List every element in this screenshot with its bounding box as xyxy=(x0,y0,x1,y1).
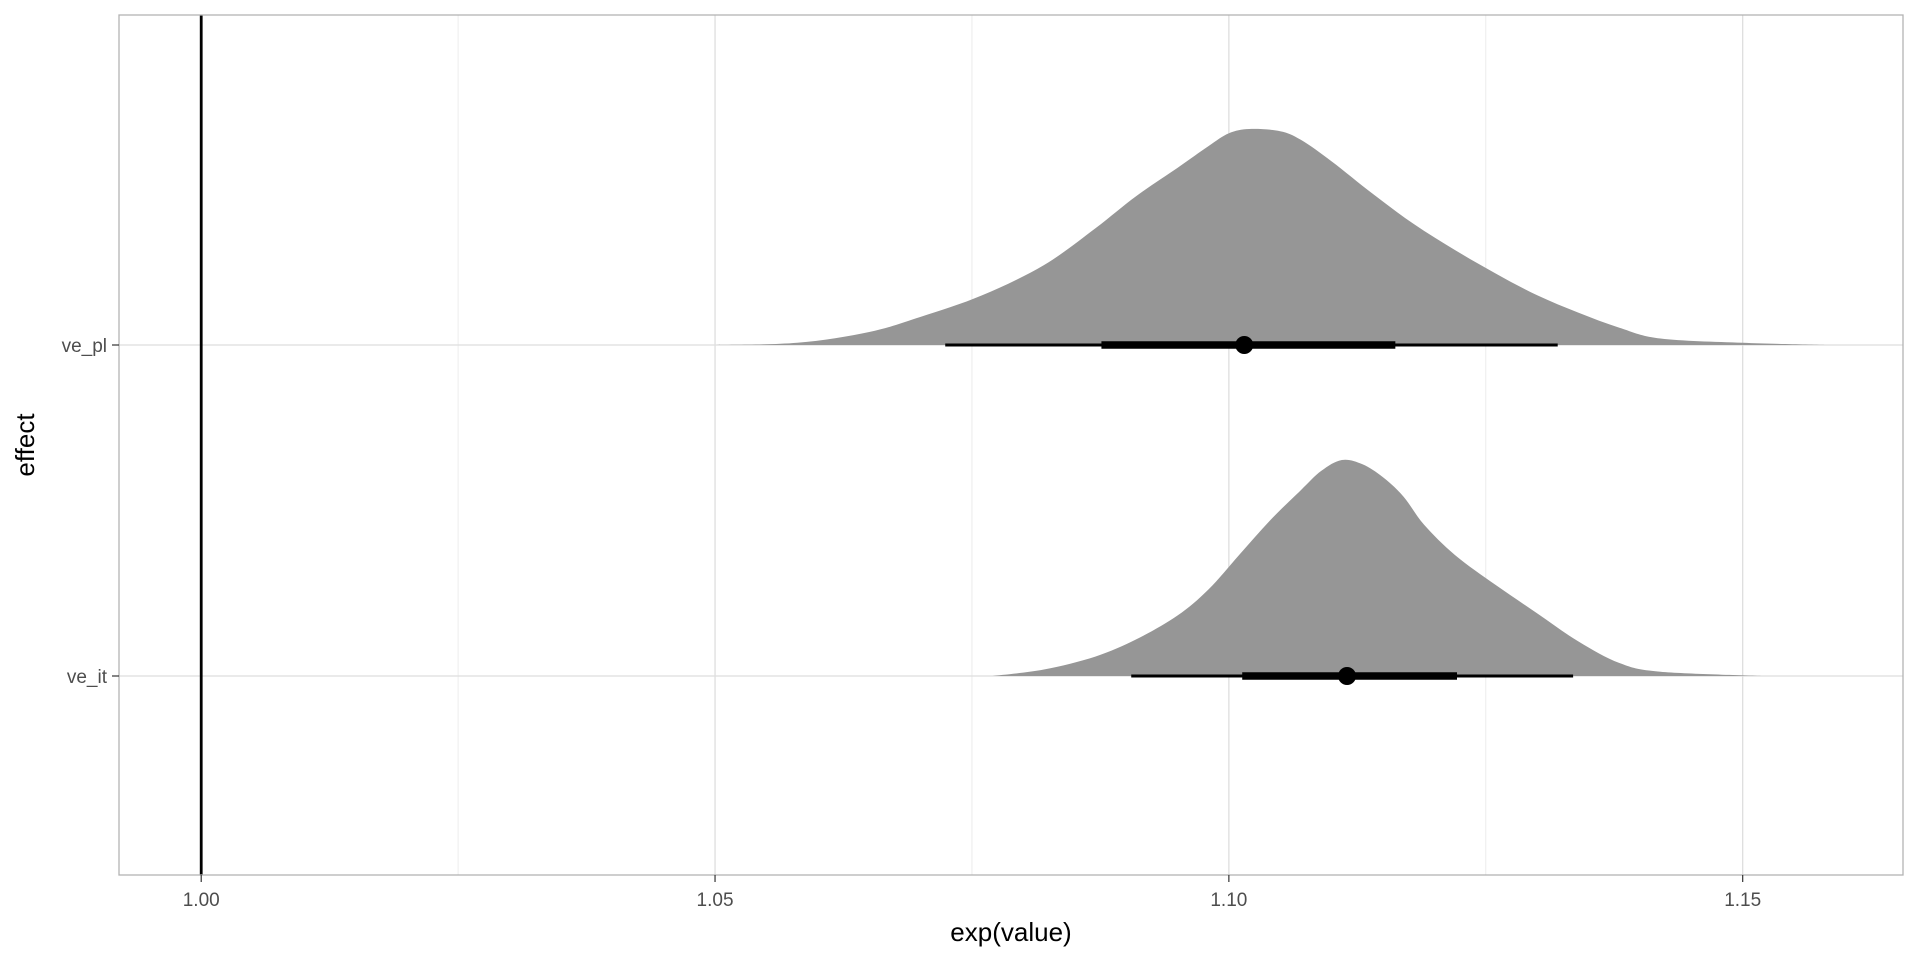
density-ve_pl xyxy=(715,128,1825,345)
x-axis-title: exp(value) xyxy=(950,917,1071,947)
y-tick-label-ve_it: ve_it xyxy=(67,667,108,688)
point-estimate-ve_pl xyxy=(1235,336,1254,354)
interval-layer xyxy=(945,336,1574,685)
axis-layer: 1.00 1.05 1.10 1.15 ve_pl ve_it xyxy=(62,336,1762,911)
density-ve_it xyxy=(992,459,1764,676)
plot-panel-border xyxy=(118,14,1904,876)
density-layer xyxy=(715,128,1825,676)
x-tick-label: 1.00 xyxy=(183,890,220,911)
x-tick-label: 1.10 xyxy=(1210,890,1247,911)
x-tick-label: 1.15 xyxy=(1724,890,1761,911)
x-tick-label: 1.05 xyxy=(697,890,734,911)
point-estimate-ve_it xyxy=(1338,667,1357,685)
plot-panel-background xyxy=(119,15,1903,875)
y-axis-title: effect xyxy=(10,413,40,477)
y-tick-label-ve_pl: ve_pl xyxy=(62,336,107,357)
